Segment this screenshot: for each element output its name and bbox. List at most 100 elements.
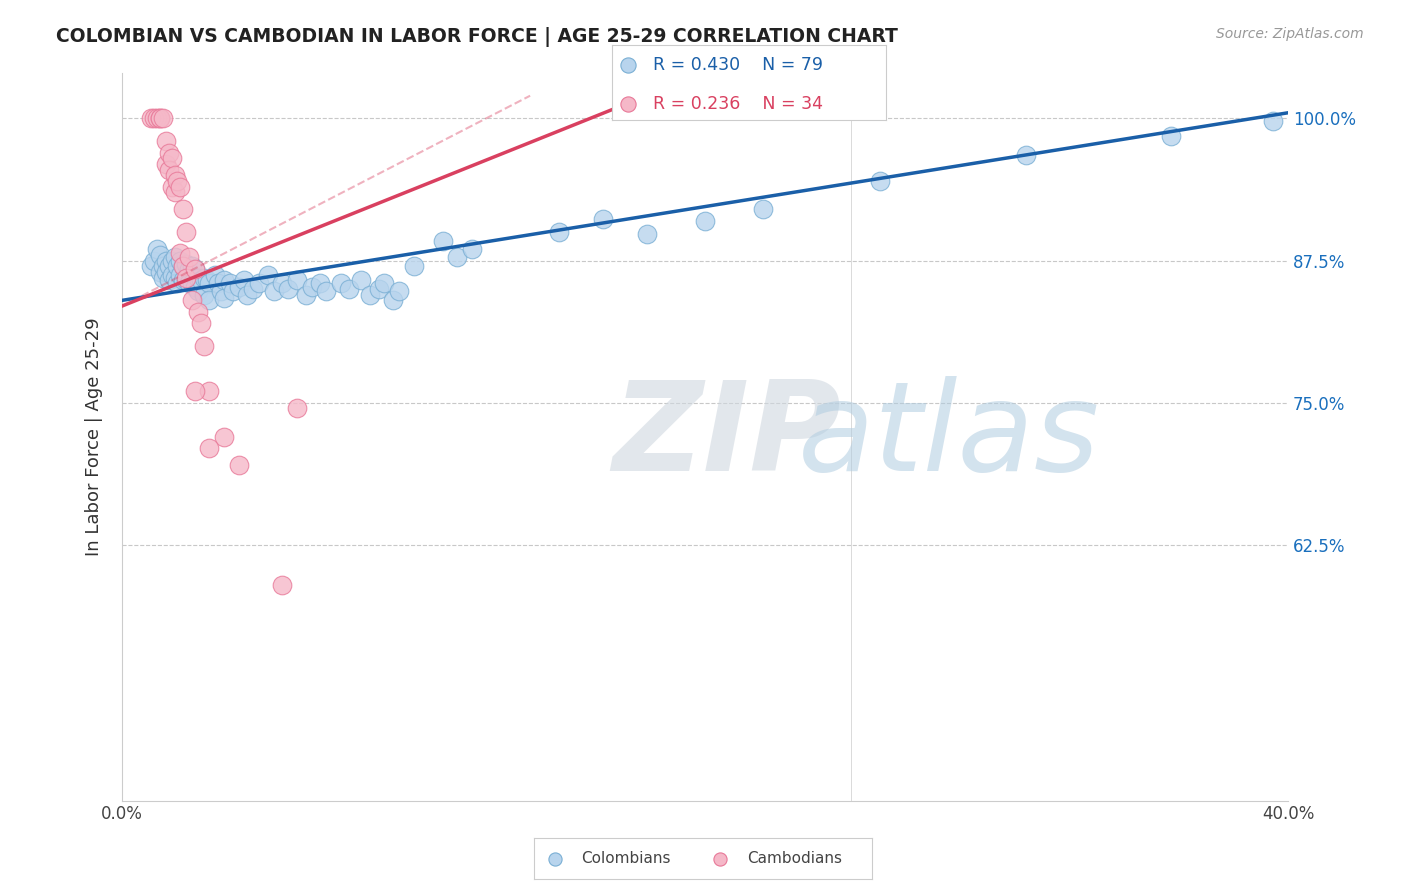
- Point: [146, 112, 169, 126]
- Point: [160, 151, 183, 165]
- Point: [461, 242, 484, 256]
- Point: [163, 186, 186, 200]
- Point: [160, 268, 183, 283]
- Point: [209, 285, 232, 299]
- Point: [181, 293, 204, 308]
- Point: [256, 268, 278, 283]
- Point: [233, 273, 256, 287]
- Point: [263, 285, 285, 299]
- Point: [160, 179, 183, 194]
- Point: [184, 261, 207, 276]
- Point: [219, 277, 242, 291]
- Point: [207, 277, 229, 291]
- Point: [350, 273, 373, 287]
- Point: [367, 282, 389, 296]
- Point: [157, 162, 180, 177]
- Point: [869, 174, 891, 188]
- Point: [271, 277, 294, 291]
- Point: [174, 270, 197, 285]
- Point: [204, 268, 226, 283]
- Point: [169, 268, 191, 283]
- Point: [190, 316, 212, 330]
- Text: R = 0.236    N = 34: R = 0.236 N = 34: [652, 95, 823, 112]
- Point: [172, 202, 194, 217]
- Point: [1014, 148, 1036, 162]
- Point: [339, 282, 361, 296]
- Point: [181, 259, 204, 273]
- Point: [155, 134, 177, 148]
- Point: [446, 250, 468, 264]
- Point: [752, 202, 775, 217]
- Point: [166, 277, 188, 291]
- Point: [193, 339, 215, 353]
- Point: [141, 112, 163, 126]
- Point: [195, 273, 218, 287]
- Point: [149, 112, 172, 126]
- Point: [285, 273, 308, 287]
- Point: [198, 384, 221, 399]
- Point: [277, 282, 299, 296]
- Point: [155, 265, 177, 279]
- Point: [636, 227, 658, 242]
- Point: [169, 179, 191, 194]
- Y-axis label: In Labor Force | Age 25-29: In Labor Force | Age 25-29: [86, 318, 103, 556]
- Point: [1263, 113, 1285, 128]
- Point: [193, 270, 215, 285]
- Point: [163, 250, 186, 264]
- Point: [172, 259, 194, 273]
- Point: [382, 293, 405, 308]
- Point: [388, 285, 411, 299]
- Point: [212, 291, 235, 305]
- Point: [271, 577, 294, 591]
- Point: [301, 279, 323, 293]
- Point: [143, 253, 166, 268]
- Point: [402, 259, 425, 273]
- Point: [190, 273, 212, 287]
- Point: [309, 277, 332, 291]
- Point: [177, 250, 200, 264]
- Point: [315, 285, 337, 299]
- Text: ZIP: ZIP: [612, 376, 841, 498]
- Point: [432, 234, 454, 248]
- Point: [152, 270, 174, 285]
- Point: [166, 259, 188, 273]
- Point: [157, 273, 180, 287]
- Point: [1160, 128, 1182, 143]
- Point: [548, 225, 571, 239]
- Point: [155, 157, 177, 171]
- Point: [198, 293, 221, 308]
- Point: [177, 277, 200, 291]
- Text: Colombians: Colombians: [582, 851, 671, 866]
- Point: [187, 285, 209, 299]
- Point: [181, 277, 204, 291]
- Point: [160, 253, 183, 268]
- Point: [146, 242, 169, 256]
- Text: COLOMBIAN VS CAMBODIAN IN LABOR FORCE | AGE 25-29 CORRELATION CHART: COLOMBIAN VS CAMBODIAN IN LABOR FORCE | …: [56, 27, 898, 46]
- Point: [174, 257, 197, 271]
- Text: R = 0.430    N = 79: R = 0.430 N = 79: [652, 56, 823, 74]
- Text: Cambodians: Cambodians: [747, 851, 842, 866]
- Point: [166, 174, 188, 188]
- Point: [294, 287, 316, 301]
- Point: [149, 112, 172, 126]
- Point: [693, 214, 716, 228]
- Point: [228, 279, 250, 293]
- Text: atlas: atlas: [799, 376, 1101, 498]
- Point: [157, 259, 180, 273]
- Point: [193, 287, 215, 301]
- Point: [359, 287, 381, 301]
- Point: [184, 279, 207, 293]
- Point: [163, 270, 186, 285]
- Point: [149, 265, 172, 279]
- Point: [172, 259, 194, 273]
- Point: [141, 259, 163, 273]
- Text: Source: ZipAtlas.com: Source: ZipAtlas.com: [1216, 27, 1364, 41]
- Point: [169, 245, 191, 260]
- Point: [149, 248, 172, 262]
- Point: [222, 285, 245, 299]
- Point: [143, 112, 166, 126]
- Point: [155, 253, 177, 268]
- Point: [236, 287, 259, 301]
- Point: [198, 441, 221, 455]
- Point: [285, 401, 308, 416]
